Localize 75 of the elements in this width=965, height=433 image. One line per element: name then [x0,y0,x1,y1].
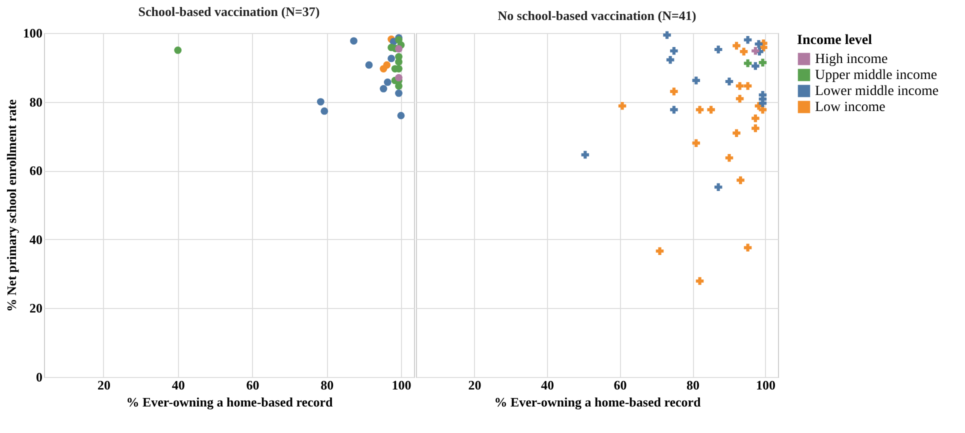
point [174,46,182,54]
point [388,54,396,62]
point [744,36,752,44]
point [670,88,678,96]
legend-label: Upper middle income [815,68,938,83]
point [732,129,740,137]
point [395,74,402,82]
point [666,56,674,64]
x-tick-label: 40 [172,378,185,392]
x-axis-title: % Ever-owning a home-based record [494,394,702,410]
point [696,106,704,114]
legend-label: Low income [815,100,886,115]
point [758,58,767,66]
point [754,40,763,48]
x-tick-label: 80 [686,378,700,392]
point [350,37,358,45]
point [670,106,678,114]
x-tick-label: 60 [246,378,260,392]
y-axis-title: % Net primary school enrollment rate [4,99,19,312]
point [395,90,402,97]
point [692,139,700,147]
point [581,150,590,159]
chart-title: No school-based vaccination (N=41) [498,8,696,24]
x-axis-title: % Ever-owning a home-based record [126,394,334,410]
x-tick-label: 60 [614,378,627,392]
y-tick-label: 60 [30,163,42,178]
point [736,94,744,103]
point [736,176,744,184]
x-tick-label: 20 [97,378,110,392]
point [752,124,760,132]
x-tick-label: 100 [756,378,776,392]
point [725,154,734,162]
point [758,106,767,114]
point [744,82,752,90]
point [752,114,760,122]
point [714,46,722,54]
y-tick-label: 20 [30,300,42,316]
chart-title: School-based vaccination (N=37) [138,4,320,19]
legend-title: Income level [797,33,872,48]
point [397,112,405,120]
legend-label: High income [815,52,888,67]
y-tick-label: 40 [30,232,42,247]
point [383,61,391,69]
y-tick-label: 100 [23,26,42,40]
point [692,76,700,84]
y-tick-label: 0 [36,370,42,384]
point [744,59,752,68]
point [320,107,328,115]
point [725,78,734,86]
x-tick-label: 80 [320,378,334,392]
legend-label: Lower middle income [815,84,939,99]
point [696,277,704,285]
point [365,61,373,69]
point [384,78,392,86]
point [380,85,388,92]
point [395,58,402,66]
point [732,42,740,50]
point [736,82,744,90]
point [618,102,626,110]
point [316,98,324,106]
point [670,47,678,55]
point [395,45,402,53]
point [744,244,752,252]
point [740,48,748,56]
point [707,106,715,114]
y-tick-label: 80 [30,94,42,110]
x-tick-label: 40 [540,378,554,392]
x-tick-label: 20 [468,378,482,392]
point [656,247,664,255]
x-tick-label: 100 [392,378,412,392]
point [752,47,760,55]
point [663,31,671,39]
point [714,183,722,191]
point [395,82,402,90]
point [752,62,760,70]
